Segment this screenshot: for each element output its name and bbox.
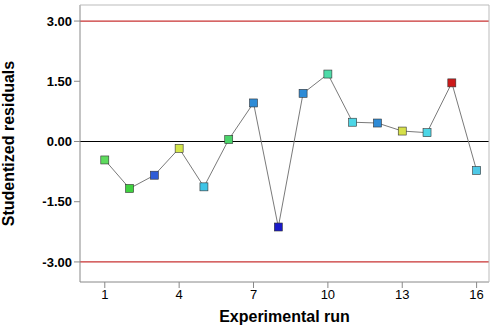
svg-text:-3.00: -3.00 [42,255,72,270]
svg-text:-1.50: -1.50 [42,194,72,209]
svg-text:Studentized residuals: Studentized residuals [8,61,17,226]
svg-text:1.50: 1.50 [47,74,72,89]
svg-text:3.00: 3.00 [47,14,72,29]
svg-text:13: 13 [395,287,409,302]
svg-text:16: 16 [469,287,483,302]
svg-text:1: 1 [101,287,108,302]
svg-text:4: 4 [176,287,183,302]
svg-text:0.00: 0.00 [47,134,72,149]
svg-text:10: 10 [321,287,335,302]
svg-text:Experimental run: Experimental run [219,308,350,325]
svg-text:7: 7 [250,287,257,302]
